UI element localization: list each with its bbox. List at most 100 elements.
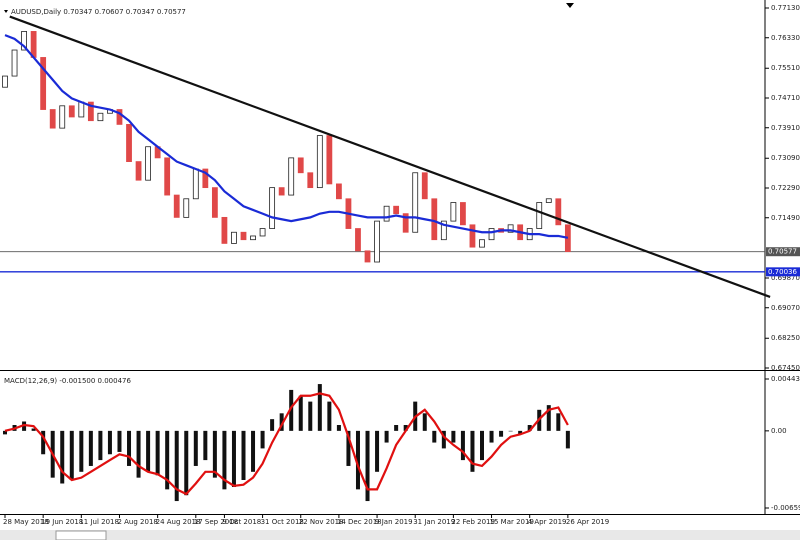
support-line-tag [766, 267, 800, 277]
macd-bar [212, 430, 217, 478]
candle-body [11, 49, 18, 77]
x-tick-label: 15 Mar 2019 [490, 518, 534, 526]
candle-body [192, 168, 199, 200]
candle-body [183, 198, 190, 218]
macd-bar [155, 430, 160, 476]
macd-bar [222, 430, 227, 490]
macd-bar [546, 405, 551, 431]
menu-marker [4, 10, 8, 13]
candle-body [326, 135, 333, 185]
y-tick-label: 0.77130 [771, 4, 800, 12]
candle-body [421, 172, 428, 200]
macd-bar [203, 430, 208, 461]
x-tick-label: 9 Oct 2018 [222, 518, 261, 526]
macd-bar [31, 428, 36, 431]
macd-bar [432, 430, 437, 443]
y-tick-label: 0.73090 [771, 154, 800, 162]
candle-body [250, 235, 256, 241]
x-tick-label: 9 Jan 2019 [375, 518, 413, 526]
support-line-label: 0.70036 [768, 268, 797, 276]
x-tick-label: 22 Nov 2018 [299, 518, 344, 526]
macd-bar [327, 401, 332, 431]
price-line-label: 0.70577 [768, 248, 797, 256]
y-tick-label: 0.72290 [771, 184, 800, 192]
x-tick-label: 26 Apr 2019 [566, 518, 609, 526]
y-tick-label: 0.69870 [771, 274, 800, 282]
macd-bar [527, 425, 532, 431]
candle-body [269, 187, 276, 229]
y-tick-label: 0.74710 [771, 94, 800, 102]
macd-bar [174, 430, 179, 502]
macd-bar [165, 430, 170, 490]
macd-bar [308, 401, 313, 431]
macd-bar [375, 430, 380, 472]
macd-bar [384, 430, 389, 443]
candle-body [440, 220, 447, 241]
candle-body [116, 109, 123, 125]
macd-bar [79, 430, 84, 472]
tab-bar [0, 530, 800, 540]
y-tick-label: -0.006594 [771, 504, 800, 512]
macd-bar [3, 430, 7, 435]
macd-bar [451, 430, 456, 443]
macd-bar [41, 430, 46, 455]
trendline [9, 15, 771, 298]
candle-body [536, 202, 543, 229]
candle-body [393, 205, 400, 215]
macd-bar [260, 430, 265, 449]
macd-bar [565, 430, 570, 449]
macd-bar [107, 430, 112, 455]
candle-body [450, 202, 457, 222]
candle-body [307, 172, 314, 189]
x-tick-label: 4 Apr 2019 [528, 518, 567, 526]
candle-body [479, 239, 485, 248]
x-tick-label: 22 Feb 2019 [451, 518, 495, 526]
candle-body [68, 105, 75, 118]
y-tick-label: 0.68250 [771, 334, 800, 342]
y-tick-label: 0.75510 [771, 64, 800, 72]
macd-bar [499, 430, 504, 437]
x-tick-label: 24 Aug 2018 [156, 518, 201, 526]
macd-bar [422, 413, 427, 431]
macd-bar [193, 430, 198, 466]
macd-bar [317, 384, 322, 431]
macd-bar [508, 430, 513, 432]
candle-body [2, 75, 8, 88]
y-tick-label: 0.71490 [771, 214, 800, 222]
macd-bar [346, 430, 351, 466]
macd-bar [69, 430, 74, 480]
y-tick-label: 0.004433 [771, 375, 800, 383]
tab[interactable] [55, 530, 107, 540]
macd-bar [270, 419, 275, 431]
y-tick-label: 0.00 [771, 427, 787, 435]
candle-body [460, 202, 466, 226]
candle-body [145, 146, 152, 181]
candle-body [355, 228, 361, 252]
macd-bar [251, 430, 256, 472]
candle-body [164, 157, 171, 196]
candle-body [402, 213, 409, 233]
macd-bar [518, 430, 523, 435]
candle-body [316, 135, 323, 189]
macd-bar [136, 430, 141, 478]
macd-bar [394, 425, 399, 431]
candle-body [259, 228, 266, 237]
x-tick-label: 31 Oct 2018 [261, 518, 304, 526]
candle-body [49, 109, 56, 129]
candle-body [555, 198, 562, 226]
y-tick-label: 0.73910 [771, 124, 800, 132]
x-tick-label: 19 Jun 2018 [41, 518, 83, 526]
macd-signal [4, 392, 569, 496]
candle-body [488, 228, 495, 241]
x-tick-label: 14 Dec 2018 [337, 518, 382, 526]
macd-bar [355, 430, 360, 490]
macd-bar [241, 430, 246, 480]
candle-body [469, 224, 476, 248]
candle-body [364, 250, 371, 263]
x-tick-label: 11 Jul 2018 [79, 518, 119, 526]
candle-body [40, 57, 47, 110]
chart-title: AUDUSD,Daily 0.70347 0.70607 0.70347 0.7… [11, 8, 186, 16]
shift-marker [566, 3, 574, 8]
candle-body [78, 101, 85, 118]
